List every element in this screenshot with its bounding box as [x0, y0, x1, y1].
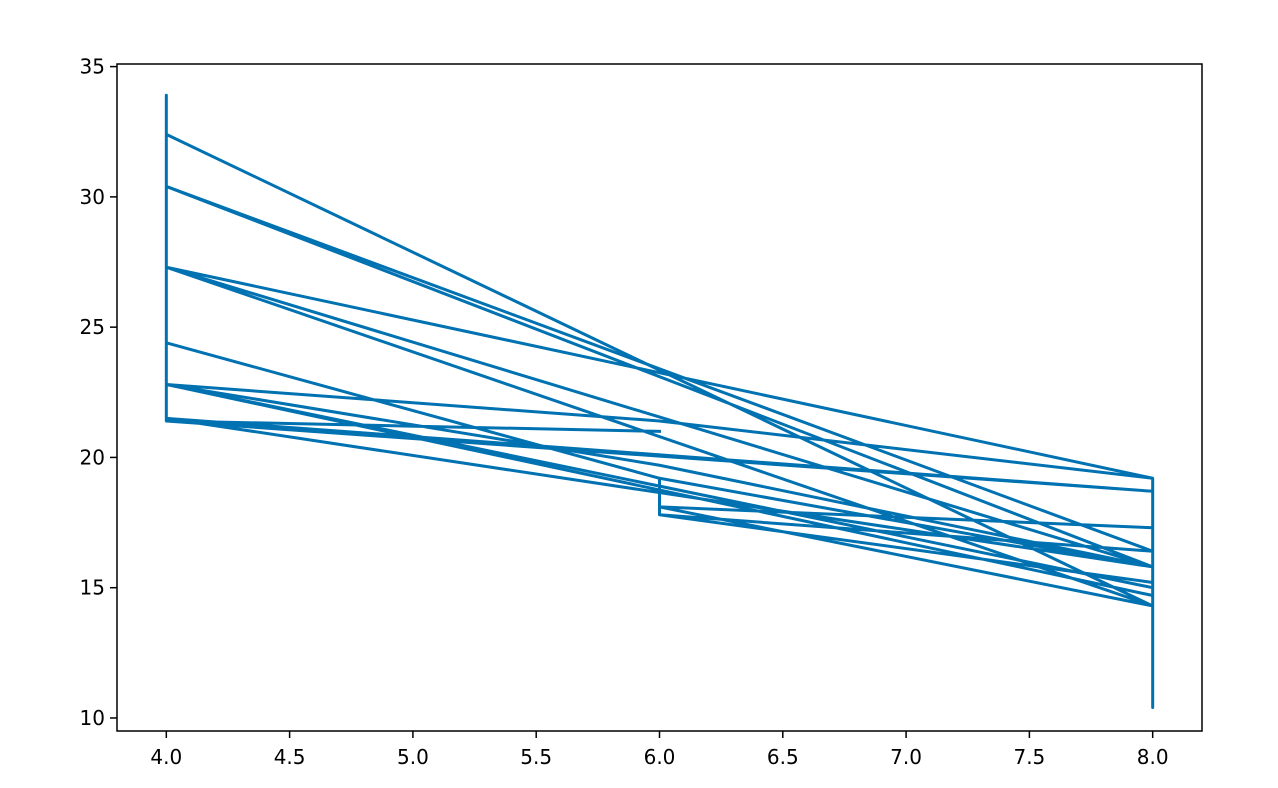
x-tick-label: 5.5: [520, 745, 552, 769]
y-tick-label: 10: [80, 706, 105, 730]
x-tick-label: 4.5: [274, 745, 306, 769]
x-tick-label: 6.5: [767, 745, 799, 769]
x-tick-label: 5.0: [397, 745, 429, 769]
y-tick-label: 15: [80, 576, 105, 600]
y-tick-label: 20: [80, 445, 105, 469]
x-tick-label: 7.0: [890, 745, 922, 769]
series-line-0: [164, 93, 1155, 710]
x-tick-label: 7.5: [1013, 745, 1045, 769]
x-axis: 4.0 4.5 5.0 5.5 6.0 6.5 7.0 7.5 8.0: [150, 731, 1169, 769]
y-tick-label: 30: [80, 185, 105, 209]
y-tick-label: 25: [80, 315, 105, 339]
x-tick-label: 8.0: [1137, 745, 1169, 769]
y-axis: 10 15 20 25 30 35: [80, 55, 117, 730]
series-layer: [164, 93, 1155, 710]
x-tick-label: 6.0: [644, 745, 676, 769]
y-tick-label: 35: [80, 55, 105, 79]
x-tick-label: 4.0: [150, 745, 182, 769]
